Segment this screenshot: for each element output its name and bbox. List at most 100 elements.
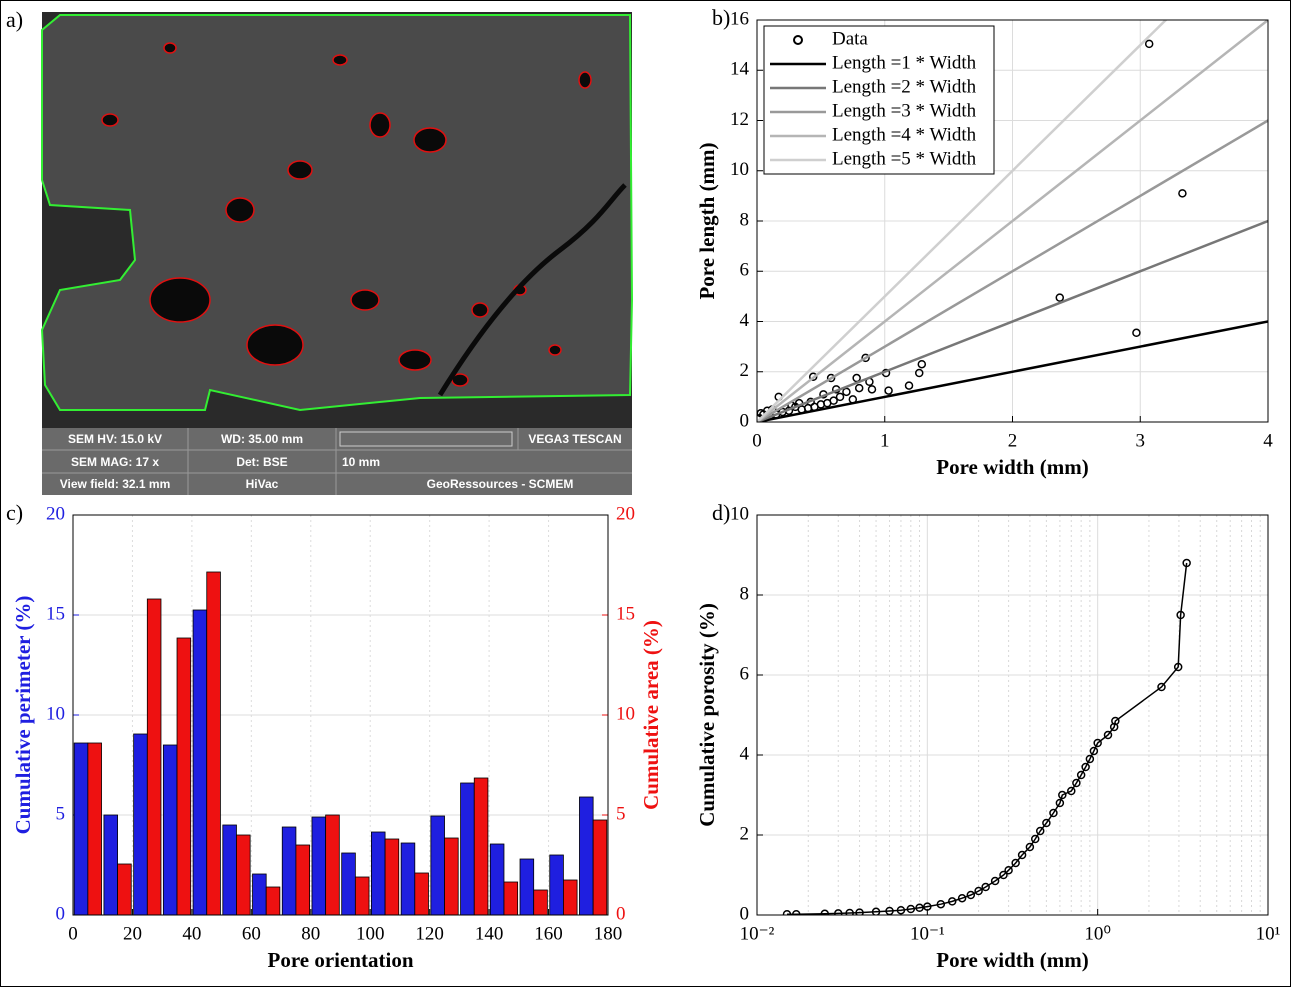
bar	[503, 881, 519, 915]
bar	[206, 571, 221, 915]
bar	[265, 886, 281, 915]
bar	[146, 598, 162, 915]
y2-tick-label: 15	[616, 603, 635, 624]
bar	[295, 844, 310, 915]
bar	[384, 838, 400, 915]
marker	[1049, 808, 1058, 818]
marker	[1058, 790, 1067, 800]
panel-label: d)	[712, 500, 730, 525]
y-tick-label: 10	[730, 503, 749, 524]
marker	[1157, 682, 1166, 692]
y-tick-label: 15	[46, 603, 65, 624]
marker	[1042, 818, 1051, 828]
marker	[1035, 826, 1045, 836]
marker	[855, 908, 864, 915]
legend-label: Length =5 * Width	[832, 148, 977, 169]
panel-label: a)	[6, 7, 23, 32]
marker	[842, 387, 851, 397]
marker	[1093, 738, 1102, 748]
bar	[414, 872, 429, 915]
x-tick-label: 3	[1136, 430, 1146, 451]
bar	[489, 843, 505, 915]
sem-info: Det: BSE	[236, 455, 287, 469]
x-tick-label: 2	[1008, 430, 1018, 451]
marker	[1144, 39, 1154, 49]
marker	[906, 904, 916, 914]
marker	[1011, 858, 1020, 868]
sem-info: View field: 32.1 mm	[60, 477, 171, 491]
x-tick-label: 4	[1263, 430, 1273, 451]
marker	[990, 876, 1000, 886]
x-axis-label: Pore width (mm)	[936, 948, 1088, 972]
panel-label: b)	[712, 5, 730, 30]
y2-tick-label: 20	[616, 503, 635, 524]
legend-box	[763, 25, 995, 175]
marker	[1055, 798, 1065, 808]
y-tick-label: 8	[740, 209, 750, 230]
marker	[974, 886, 983, 896]
legend-label: Length =4 * Width	[832, 124, 977, 145]
sem-info: SEM MAG: 17 x	[71, 455, 159, 469]
x-tick-label: 160	[534, 923, 563, 944]
marker	[1004, 865, 1013, 875]
y-tick-label: 14	[730, 59, 750, 80]
bar	[563, 879, 578, 915]
bar	[162, 744, 178, 915]
series-line	[757, 20, 1168, 422]
marker	[917, 359, 927, 369]
sem-info: HiVac	[246, 477, 279, 491]
marker	[936, 899, 946, 909]
panel-label: c)	[6, 500, 23, 525]
marker	[1182, 558, 1191, 568]
y-tick-label: 6	[740, 260, 750, 281]
y-axis-label: Pore length (mm)	[695, 142, 719, 299]
marker	[1178, 189, 1187, 198]
bar	[192, 609, 208, 915]
y2-tick-label: 0	[616, 903, 626, 924]
x-axis-label: Pore width (mm)	[936, 455, 1088, 479]
marker	[1025, 842, 1035, 852]
bar	[87, 742, 102, 915]
marker	[957, 893, 967, 903]
marker	[981, 882, 990, 892]
marker	[1072, 778, 1081, 788]
x-tick-label: 60	[242, 923, 261, 944]
x-tick-label: 100	[356, 923, 385, 944]
marker	[820, 909, 830, 915]
legend-label: Data	[832, 28, 868, 49]
marker	[852, 373, 861, 383]
plot-frame	[72, 514, 609, 916]
bar	[430, 815, 445, 915]
bar	[519, 858, 535, 915]
y-tick-label: 0	[740, 410, 750, 431]
marker	[1173, 662, 1183, 672]
marker	[915, 903, 924, 913]
sem-info: SEM HV: 15.0 kV	[68, 432, 162, 446]
marker	[1176, 610, 1185, 620]
legend-label: Length =3 * Width	[832, 100, 977, 121]
bar	[222, 824, 237, 915]
y-axis-label: Cumulative perimeter (%)	[11, 596, 35, 835]
y-tick-label: 10	[46, 703, 65, 724]
bar	[325, 814, 340, 915]
marker	[896, 905, 906, 915]
marker	[1030, 834, 1040, 844]
x-tick-label: 10¹	[1256, 923, 1281, 944]
marker	[867, 385, 877, 394]
x-tick-label: 20	[123, 923, 142, 944]
legend-label: Length =1 * Width	[832, 52, 977, 73]
x-tick-label: 120	[415, 923, 444, 944]
marker	[1111, 716, 1120, 726]
sem-info: GeoRessources - SCMEM	[427, 477, 574, 491]
marker	[1067, 786, 1076, 796]
bar	[400, 842, 416, 915]
bar	[252, 873, 267, 915]
plot-area	[757, 20, 1268, 422]
series-line	[757, 119, 1268, 422]
x-tick-label: 10⁻²	[740, 923, 775, 944]
marker	[923, 902, 932, 911]
y-tick-label: 8	[740, 583, 750, 604]
bar	[473, 777, 489, 915]
y-tick-label: 6	[740, 663, 750, 684]
